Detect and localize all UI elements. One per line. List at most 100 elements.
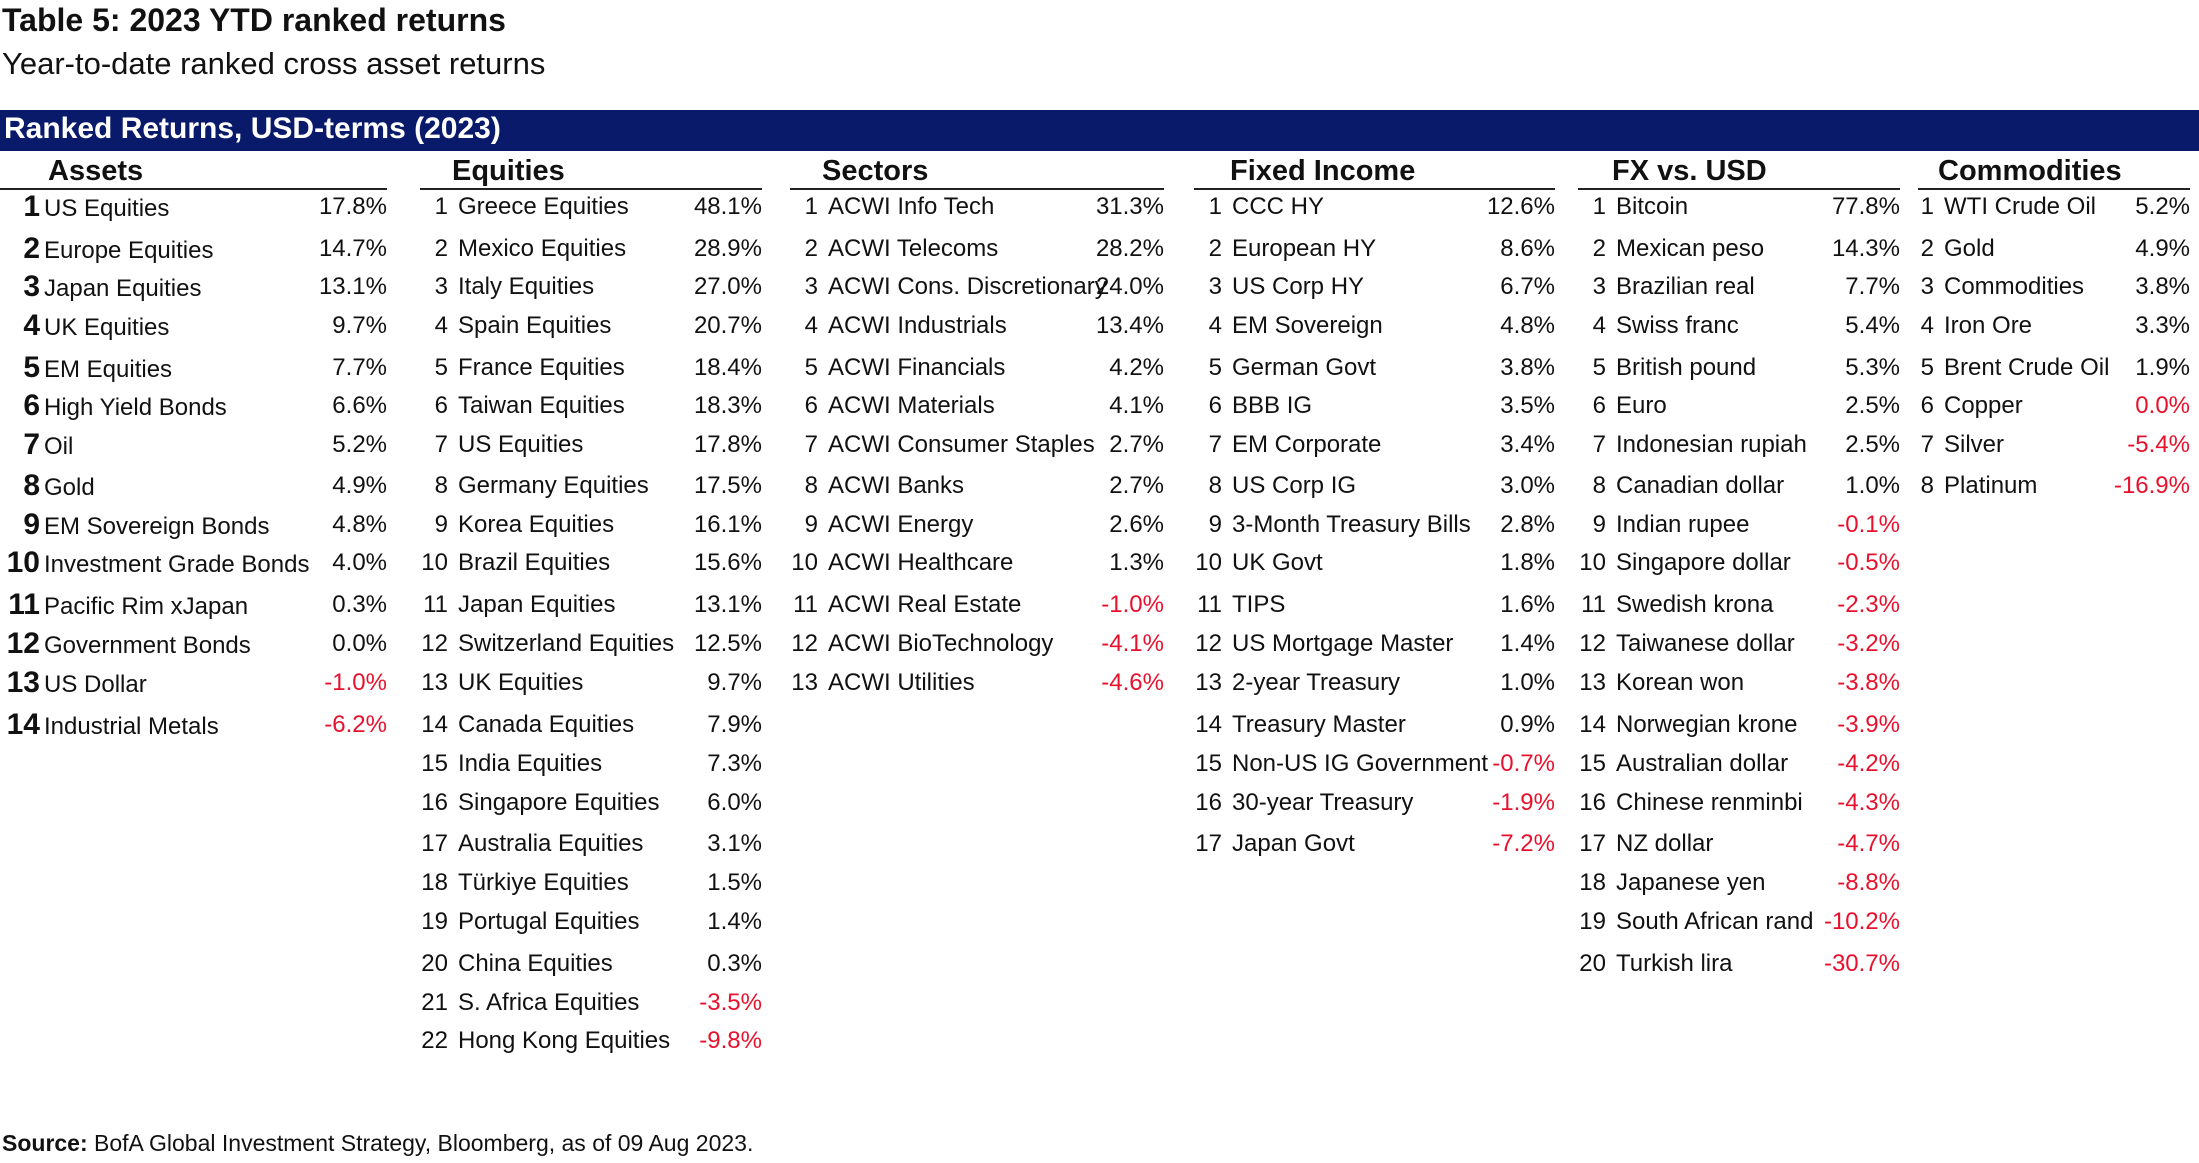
- return-value: -0.1%: [1837, 511, 1900, 538]
- table-row: 16 30-year Treasury -1.9%: [1194, 788, 1555, 818]
- rank-number: 5: [434, 354, 448, 381]
- return-value: 6.6%: [332, 392, 387, 419]
- column-equities: Equities 1 Greece Equities 48.1% 2 Mexico Equ…: [420, 152, 762, 1072]
- return-value: 2.7%: [1109, 472, 1164, 499]
- rank-number: 13: [1579, 669, 1606, 696]
- return-value: 13.1%: [693, 591, 762, 618]
- rank-number: 3: [1208, 273, 1222, 300]
- rank-number: 14: [6, 708, 40, 741]
- return-value: -4.6%: [1101, 669, 1164, 696]
- asset-name: Singapore Equities: [458, 789, 660, 816]
- return-value: 7.3%: [707, 750, 762, 777]
- return-value: -0.7%: [1492, 750, 1555, 777]
- return-value: 1.0%: [1500, 669, 1555, 696]
- banner-title: Ranked Returns, USD-terms (2023): [4, 112, 501, 145]
- rank-number: 11: [1581, 591, 1606, 618]
- rank-number: 10: [791, 549, 818, 576]
- return-value: 9.7%: [707, 669, 762, 696]
- rank-number: 2: [1920, 235, 1934, 262]
- rank-number: 7: [1592, 431, 1606, 458]
- table-row: 10 Investment Grade Bonds 4.0%: [0, 548, 387, 579]
- return-value: 4.0%: [332, 549, 387, 576]
- asset-name: Japan Equities: [44, 275, 202, 302]
- table-row: 11 Japan Equities 13.1%: [420, 590, 762, 620]
- asset-name: S. Africa Equities: [458, 989, 640, 1016]
- column-header: Sectors: [790, 152, 1164, 190]
- table-row: 8 Platinum -16.9%: [1918, 471, 2190, 501]
- table-row: 16 Singapore Equities 6.0%: [420, 788, 762, 818]
- rank-number: 14: [1579, 711, 1606, 738]
- return-value: 4.8%: [332, 511, 387, 538]
- rank-number: 5: [804, 354, 818, 381]
- table-row: 5 EM Equities 7.7%: [0, 353, 387, 384]
- asset-name: Pacific Rim xJapan: [44, 593, 249, 620]
- return-value: 12.5%: [693, 630, 762, 657]
- rank-number: 5: [1920, 354, 1934, 381]
- rank-number: 8: [23, 469, 40, 502]
- column-header: Fixed Income: [1194, 152, 1555, 190]
- rank-number: 6: [804, 392, 818, 419]
- asset-name: 3-Month Treasury Bills: [1232, 511, 1471, 538]
- return-value: 17.8%: [693, 431, 762, 458]
- asset-name: ACWI Utilities: [828, 669, 975, 696]
- asset-name: 30-year Treasury: [1232, 789, 1414, 816]
- return-value: 2.5%: [1845, 392, 1900, 419]
- table-row: 9 EM Sovereign Bonds 4.8%: [0, 510, 387, 541]
- rank-number: 1: [804, 193, 818, 220]
- asset-name: Oil: [44, 433, 74, 460]
- asset-name: ACWI Consumer Staples: [828, 431, 1095, 458]
- asset-name: Norwegian krone: [1616, 711, 1798, 738]
- column-sectors: Sectors 1 ACWI Info Tech 31.3% 2 ACWI Telecom…: [790, 152, 1164, 1072]
- rank-number: 4: [1920, 312, 1934, 339]
- table-row: 9 Indian rupee -0.1%: [1578, 510, 1900, 540]
- asset-name: Treasury Master: [1232, 711, 1406, 738]
- asset-name: UK Govt: [1232, 549, 1323, 576]
- table-row: 1 Greece Equities 48.1%: [420, 192, 762, 222]
- asset-name: Hong Kong Equities: [458, 1027, 671, 1054]
- rank-number: 12: [6, 627, 40, 660]
- return-value: 0.9%: [1500, 711, 1555, 738]
- rank-number: 19: [1579, 908, 1606, 935]
- table-row: 5 German Govt 3.8%: [1194, 353, 1555, 383]
- return-value: 3.8%: [1500, 354, 1555, 381]
- return-value: 1.0%: [1845, 472, 1900, 499]
- asset-name: Investment Grade Bonds: [44, 551, 310, 578]
- rank-number: 6: [23, 389, 40, 422]
- asset-name: Spain Equities: [458, 312, 612, 339]
- asset-name: ACWI Telecoms: [828, 235, 999, 262]
- column-header: Commodities: [1918, 152, 2190, 190]
- asset-name: Euro: [1616, 392, 1667, 419]
- source-text: BofA Global Investment Strategy, Bloombe…: [94, 1130, 754, 1156]
- column-fx-vs-usd: FX vs. USD 1 Bitcoin 77.8% 2 Mexican peso 14.3…: [1578, 152, 1900, 1072]
- return-value: 2.6%: [1109, 511, 1164, 538]
- asset-name: ACWI Banks: [828, 472, 965, 499]
- asset-name: ACWI Industrials: [828, 312, 1007, 339]
- rank-number: 7: [804, 431, 818, 458]
- table-row: 13 US Dollar -1.0%: [0, 668, 387, 699]
- asset-name: Platinum: [1944, 472, 2038, 499]
- return-value: 18.3%: [693, 392, 762, 419]
- table-row: 11 Swedish krona -2.3%: [1578, 590, 1900, 620]
- return-value: -3.9%: [1837, 711, 1900, 738]
- rank-number: 15: [421, 750, 448, 777]
- rank-number: 9: [804, 511, 818, 538]
- table-row: 16 Chinese renminbi -4.3%: [1578, 788, 1900, 818]
- table-row: 2 Mexican peso 14.3%: [1578, 234, 1900, 264]
- rank-number: 13: [1195, 669, 1222, 696]
- rank-number: 3: [1592, 273, 1606, 300]
- table-row: 4 Spain Equities 20.7%: [420, 311, 762, 341]
- rank-number: 3: [434, 273, 448, 300]
- return-value: 3.8%: [2135, 273, 2190, 300]
- return-value: 13.1%: [318, 273, 387, 300]
- asset-name: EM Sovereign: [1232, 312, 1383, 339]
- table-row: 13 ACWI Utilities -4.6%: [790, 668, 1164, 698]
- return-value: 4.2%: [1109, 354, 1164, 381]
- return-value: 0.3%: [707, 950, 762, 977]
- return-value: 7.7%: [1845, 273, 1900, 300]
- asset-name: India Equities: [458, 750, 603, 777]
- return-value: 14.7%: [318, 235, 387, 262]
- page-subtitle: Year-to-date ranked cross asset returns: [2, 46, 546, 81]
- rank-number: 15: [1579, 750, 1606, 777]
- table-row: 11 ACWI Real Estate -1.0%: [790, 590, 1164, 620]
- return-value: 20.7%: [693, 312, 762, 339]
